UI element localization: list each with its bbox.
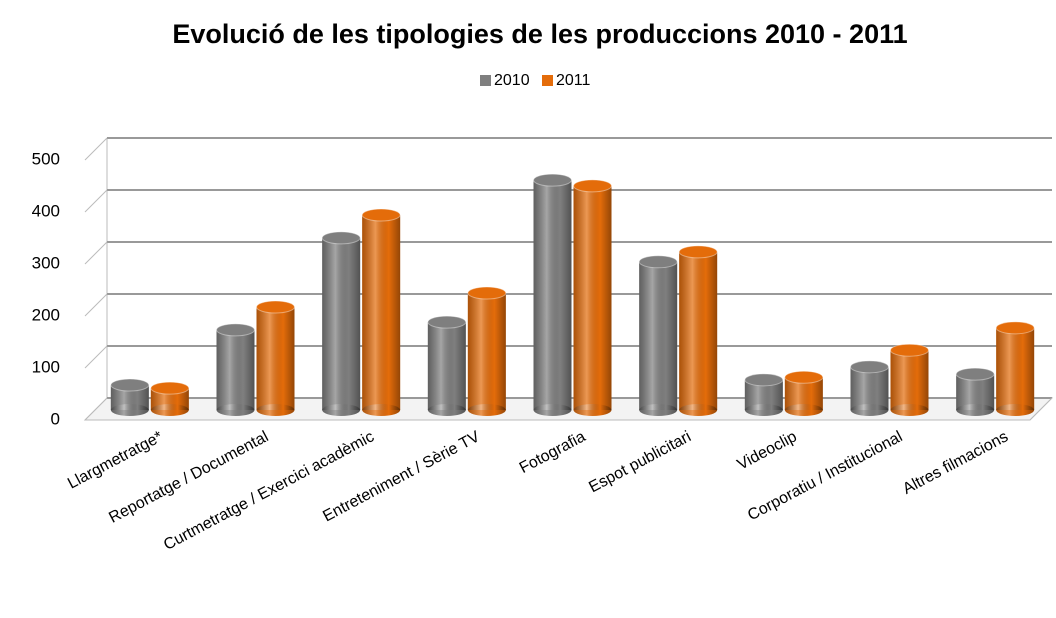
tick-mark bbox=[84, 241, 108, 265]
bar-shade bbox=[639, 261, 678, 410]
bar-top bbox=[784, 370, 824, 384]
bar-top bbox=[638, 255, 678, 269]
bar-top bbox=[321, 231, 361, 245]
bar-shade bbox=[322, 237, 361, 410]
bar-top bbox=[216, 323, 255, 337]
bar-shade bbox=[533, 180, 572, 410]
x-tick-label: Llargmetratge* bbox=[65, 428, 166, 492]
tick-mark bbox=[1029, 397, 1053, 421]
tick-mark bbox=[84, 189, 108, 213]
x-tick-label: Videoclip bbox=[735, 428, 800, 473]
bar-top bbox=[678, 245, 718, 259]
bar-shade bbox=[256, 307, 295, 410]
bar-shade bbox=[150, 388, 189, 410]
x-tick-label: Curtmetratge / Exercici acadèmic bbox=[161, 428, 377, 554]
bar-shade bbox=[362, 215, 401, 410]
legend-swatch bbox=[480, 75, 491, 86]
y-tick-label: 300 bbox=[32, 253, 60, 272]
bar-shade bbox=[996, 327, 1035, 410]
tick-mark bbox=[84, 397, 108, 421]
bar-top bbox=[995, 321, 1035, 335]
legend: 2010 2011 bbox=[480, 72, 591, 89]
bar-base-shade bbox=[679, 404, 718, 416]
bar-base-shade bbox=[956, 404, 995, 416]
bar-base-shade bbox=[784, 404, 823, 416]
x-tick-label: Fotografia bbox=[517, 428, 589, 477]
y-tick-label: 500 bbox=[32, 149, 60, 168]
bar-base-shade bbox=[996, 404, 1035, 416]
bar-top bbox=[110, 378, 150, 392]
tick-mark bbox=[84, 345, 108, 369]
chart-title: Evolució de les tipologies de les produc… bbox=[172, 19, 907, 49]
bar-base-shade bbox=[573, 404, 612, 416]
bar-base-shade bbox=[744, 404, 783, 416]
bar-top bbox=[256, 300, 295, 314]
bar-shade bbox=[573, 185, 612, 410]
bar-top bbox=[361, 208, 401, 222]
bar-shade bbox=[427, 322, 466, 410]
bar-base-shade bbox=[533, 404, 572, 416]
y-tick-label: 0 bbox=[51, 409, 60, 428]
bar-top bbox=[150, 381, 190, 395]
x-tick-label: Altres filmacions bbox=[900, 428, 1011, 498]
bar-base-shade bbox=[362, 404, 401, 416]
bar-top bbox=[573, 179, 612, 193]
bar-top bbox=[533, 173, 572, 187]
bar-top bbox=[890, 343, 929, 357]
y-tick-label: 100 bbox=[32, 357, 60, 376]
bar-base-shade bbox=[639, 404, 678, 416]
bar-base-shade bbox=[850, 404, 889, 416]
bar-shade bbox=[216, 329, 255, 410]
legend-swatch bbox=[542, 75, 553, 86]
y-tick-label: 200 bbox=[32, 305, 60, 324]
bar-base-shade bbox=[216, 404, 255, 416]
bar-base-shade bbox=[427, 404, 466, 416]
bar-top bbox=[744, 373, 784, 387]
bar-shade bbox=[890, 350, 929, 410]
bar-base-shade bbox=[110, 404, 149, 416]
bar-shade bbox=[467, 293, 506, 410]
bar-base-shade bbox=[322, 404, 361, 416]
tick-mark bbox=[84, 137, 108, 161]
bar-top bbox=[850, 360, 889, 374]
bar-shade bbox=[850, 366, 889, 410]
bar-shade bbox=[679, 251, 718, 410]
bar-base-shade bbox=[467, 404, 506, 416]
legend-label: 2010 bbox=[494, 72, 530, 89]
bar-base-shade bbox=[890, 404, 929, 416]
tick-mark bbox=[84, 293, 108, 317]
bar-base-shade bbox=[150, 404, 189, 416]
bar-top bbox=[427, 315, 467, 329]
x-tick-label: Espot publicitari bbox=[586, 428, 694, 496]
y-tick-label: 400 bbox=[32, 201, 60, 220]
legend-label: 2011 bbox=[556, 72, 591, 89]
bar-top bbox=[467, 286, 507, 300]
bar-base-shade bbox=[256, 404, 295, 416]
bar-top bbox=[955, 367, 995, 381]
